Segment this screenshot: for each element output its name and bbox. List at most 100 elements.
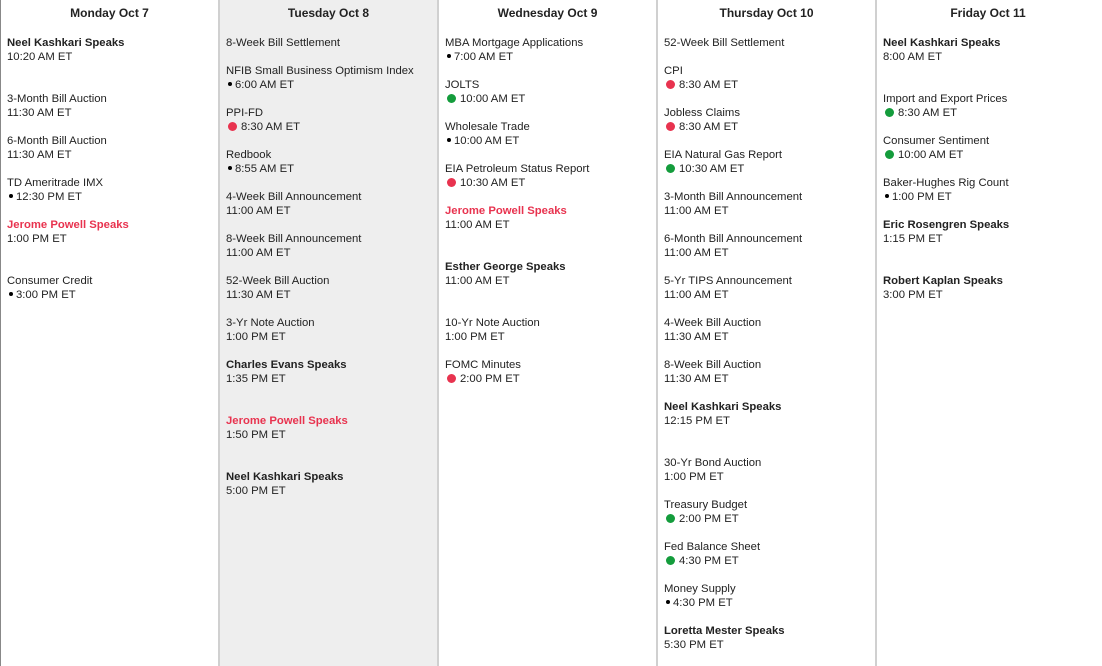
- event-title[interactable]: 8-Week Bill Settlement: [226, 37, 341, 49]
- event-title[interactable]: Neel Kashkari Speaks: [7, 37, 125, 49]
- event-title[interactable]: NFIB Small Business Optimism Index: [226, 65, 414, 77]
- event-title[interactable]: Jerome Powell Speaks: [226, 415, 348, 427]
- event-title[interactable]: 4-Week Bill Announcement: [226, 191, 362, 203]
- event-item[interactable]: Jobless Claims 8:30 AM ET: [664, 106, 875, 134]
- event-title[interactable]: Treasury Budget: [664, 499, 748, 511]
- event-item[interactable]: 3-Yr Note Auction 1:00 PM ET: [226, 316, 437, 344]
- event-item[interactable]: Charles Evans Speaks 1:35 PM ET: [226, 358, 437, 386]
- event-item[interactable]: Jerome Powell Speaks 1:00 PM ET: [7, 218, 218, 246]
- event-item[interactable]: 8-Week Bill Settlement: [226, 36, 437, 50]
- event-title[interactable]: Import and Export Prices: [883, 93, 1008, 105]
- day-column: Thursday Oct 10 52-Week Bill Settlement CP…: [658, 0, 877, 666]
- event-item[interactable]: Consumer Sentiment 10:00 AM ET: [883, 134, 1099, 162]
- event-title[interactable]: Loretta Mester Speaks: [664, 625, 785, 637]
- event-item[interactable]: Import and Export Prices 8:30 AM ET: [883, 92, 1099, 120]
- event-title[interactable]: 4-Week Bill Auction: [664, 317, 762, 329]
- event-title[interactable]: EIA Natural Gas Report: [664, 149, 783, 161]
- event-item[interactable]: 4-Week Bill Auction 11:30 AM ET: [664, 316, 875, 344]
- event-title[interactable]: 52-Week Bill Auction: [226, 275, 330, 287]
- event-item[interactable]: Neel Kashkari Speaks 10:20 AM ET: [7, 36, 218, 64]
- event-title[interactable]: Neel Kashkari Speaks: [883, 37, 1001, 49]
- event-title[interactable]: 52-Week Bill Settlement: [664, 37, 785, 49]
- event-item[interactable]: 4-Week Bill Announcement 11:00 AM ET: [226, 190, 437, 218]
- event-item[interactable]: FOMC Minutes 2:00 PM ET: [445, 358, 656, 386]
- event-item[interactable]: 3-Month Bill Auction 11:30 AM ET: [7, 92, 218, 120]
- event-title[interactable]: Neel Kashkari Speaks: [664, 401, 782, 413]
- event-title[interactable]: Charles Evans Speaks: [226, 359, 347, 371]
- event-item[interactable]: 6-Month Bill Announcement 11:00 AM ET: [664, 232, 875, 260]
- event-item[interactable]: Jerome Powell Speaks 1:50 PM ET: [226, 414, 437, 442]
- event-title[interactable]: FOMC Minutes: [445, 359, 521, 371]
- event-item[interactable]: NFIB Small Business Optimism Index 6:00 A…: [226, 64, 437, 92]
- event-item[interactable]: Neel Kashkari Speaks 8:00 AM ET: [883, 36, 1099, 64]
- event-item[interactable]: 52-Week Bill Settlement: [664, 36, 875, 50]
- event-title[interactable]: Baker-Hughes Rig Count: [883, 177, 1009, 189]
- event-item[interactable]: 5-Yr TIPS Announcement 11:00 AM ET: [664, 274, 875, 302]
- event-item[interactable]: Fed Balance Sheet 4:30 PM ET: [664, 540, 875, 568]
- event-title[interactable]: EIA Petroleum Status Report: [445, 163, 590, 175]
- event-title[interactable]: Fed Balance Sheet: [664, 541, 761, 553]
- event-item[interactable]: 8-Week Bill Auction 11:30 AM ET: [664, 358, 875, 386]
- event-item[interactable]: Esther George Speaks 11:00 AM ET: [445, 260, 656, 288]
- event-title[interactable]: JOLTS: [445, 79, 480, 91]
- event-item[interactable]: MBA Mortgage Applications 7:00 AM ET: [445, 36, 656, 64]
- event-title[interactable]: Esther George Speaks: [445, 261, 566, 273]
- event-time: 4:30 PM ET: [679, 555, 739, 567]
- event-title[interactable]: Neel Kashkari Speaks: [226, 471, 344, 483]
- event-title[interactable]: 8-Week Bill Announcement: [226, 233, 362, 245]
- event-title[interactable]: 6-Month Bill Auction: [7, 135, 107, 147]
- event-item[interactable]: 6-Month Bill Auction 11:30 AM ET: [7, 134, 218, 162]
- event-item[interactable]: Treasury Budget 2:00 PM ET: [664, 498, 875, 526]
- event-title[interactable]: 6-Month Bill Announcement: [664, 233, 803, 245]
- event-item[interactable]: Wholesale Trade 10:00 AM ET: [445, 120, 656, 148]
- event-title[interactable]: Jerome Powell Speaks: [445, 205, 567, 217]
- event-title[interactable]: 3-Month Bill Announcement: [664, 191, 803, 203]
- event-item[interactable]: Neel Kashkari Speaks 12:15 PM ET: [664, 400, 875, 428]
- event-item[interactable]: 10-Yr Note Auction 1:00 PM ET: [445, 316, 656, 344]
- event-title[interactable]: Jobless Claims: [664, 107, 740, 119]
- event-time-row: 11:30 AM ET: [226, 288, 437, 302]
- event-item[interactable]: Eric Rosengren Speaks 1:15 PM ET: [883, 218, 1099, 246]
- event-title[interactable]: Consumer Sentiment: [883, 135, 990, 147]
- event-title[interactable]: Wholesale Trade: [445, 121, 530, 133]
- event-title[interactable]: 30-Yr Bond Auction: [664, 457, 762, 469]
- event-title[interactable]: Consumer Credit: [7, 275, 93, 287]
- event-time-row: 5:00 PM ET: [226, 484, 437, 498]
- event-time: 8:30 AM ET: [898, 107, 958, 119]
- event-item[interactable]: PPI-FD 8:30 AM ET: [226, 106, 437, 134]
- event-title[interactable]: Jerome Powell Speaks: [7, 219, 129, 231]
- event-item[interactable]: Jerome Powell Speaks 11:00 AM ET: [445, 204, 656, 232]
- black-importance-dot-icon: [666, 600, 670, 605]
- event-title[interactable]: Money Supply: [664, 583, 736, 595]
- event-time: 3:00 PM ET: [16, 289, 76, 301]
- event-title[interactable]: 3-Month Bill Auction: [7, 93, 107, 105]
- event-title[interactable]: PPI-FD: [226, 107, 264, 119]
- event-item[interactable]: EIA Natural Gas Report 10:30 AM ET: [664, 148, 875, 176]
- event-title[interactable]: Eric Rosengren Speaks: [883, 219, 1010, 231]
- event-item[interactable]: 8-Week Bill Announcement 11:00 AM ET: [226, 232, 437, 260]
- event-item[interactable]: Redbook 8:55 AM ET: [226, 148, 437, 176]
- event-item[interactable]: 52-Week Bill Auction 11:30 AM ET: [226, 274, 437, 302]
- event-title[interactable]: Redbook: [226, 149, 272, 161]
- event-item[interactable]: TD Ameritrade IMX 12:30 PM ET: [7, 176, 218, 204]
- event-title[interactable]: Robert Kaplan Speaks: [883, 275, 1003, 287]
- event-item[interactable]: JOLTS 10:00 AM ET: [445, 78, 656, 106]
- event-title[interactable]: 10-Yr Note Auction: [445, 317, 540, 329]
- event-title[interactable]: CPI: [664, 65, 683, 77]
- event-item[interactable]: Baker-Hughes Rig Count 1:00 PM ET: [883, 176, 1099, 204]
- event-title[interactable]: MBA Mortgage Applications: [445, 37, 584, 49]
- event-item[interactable]: 3-Month Bill Announcement 11:00 AM ET: [664, 190, 875, 218]
- event-title[interactable]: 5-Yr TIPS Announcement: [664, 275, 792, 287]
- event-item[interactable]: EIA Petroleum Status Report 10:30 AM ET: [445, 162, 656, 190]
- event-item[interactable]: Loretta Mester Speaks 5:30 PM ET: [664, 624, 875, 652]
- event-item[interactable]: Robert Kaplan Speaks 3:00 PM ET: [883, 274, 1099, 302]
- event-title[interactable]: 8-Week Bill Auction: [664, 359, 762, 371]
- event-item[interactable]: 30-Yr Bond Auction 1:00 PM ET: [664, 456, 875, 484]
- day-header: Thursday Oct 10: [719, 6, 814, 20]
- event-item[interactable]: Money Supply 4:30 PM ET: [664, 582, 875, 610]
- event-item[interactable]: Consumer Credit 3:00 PM ET: [7, 274, 218, 302]
- event-item[interactable]: Neel Kashkari Speaks 5:00 PM ET: [226, 470, 437, 498]
- event-item[interactable]: CPI 8:30 AM ET: [664, 64, 875, 92]
- event-title[interactable]: 3-Yr Note Auction: [226, 317, 315, 329]
- event-title[interactable]: TD Ameritrade IMX: [7, 177, 104, 189]
